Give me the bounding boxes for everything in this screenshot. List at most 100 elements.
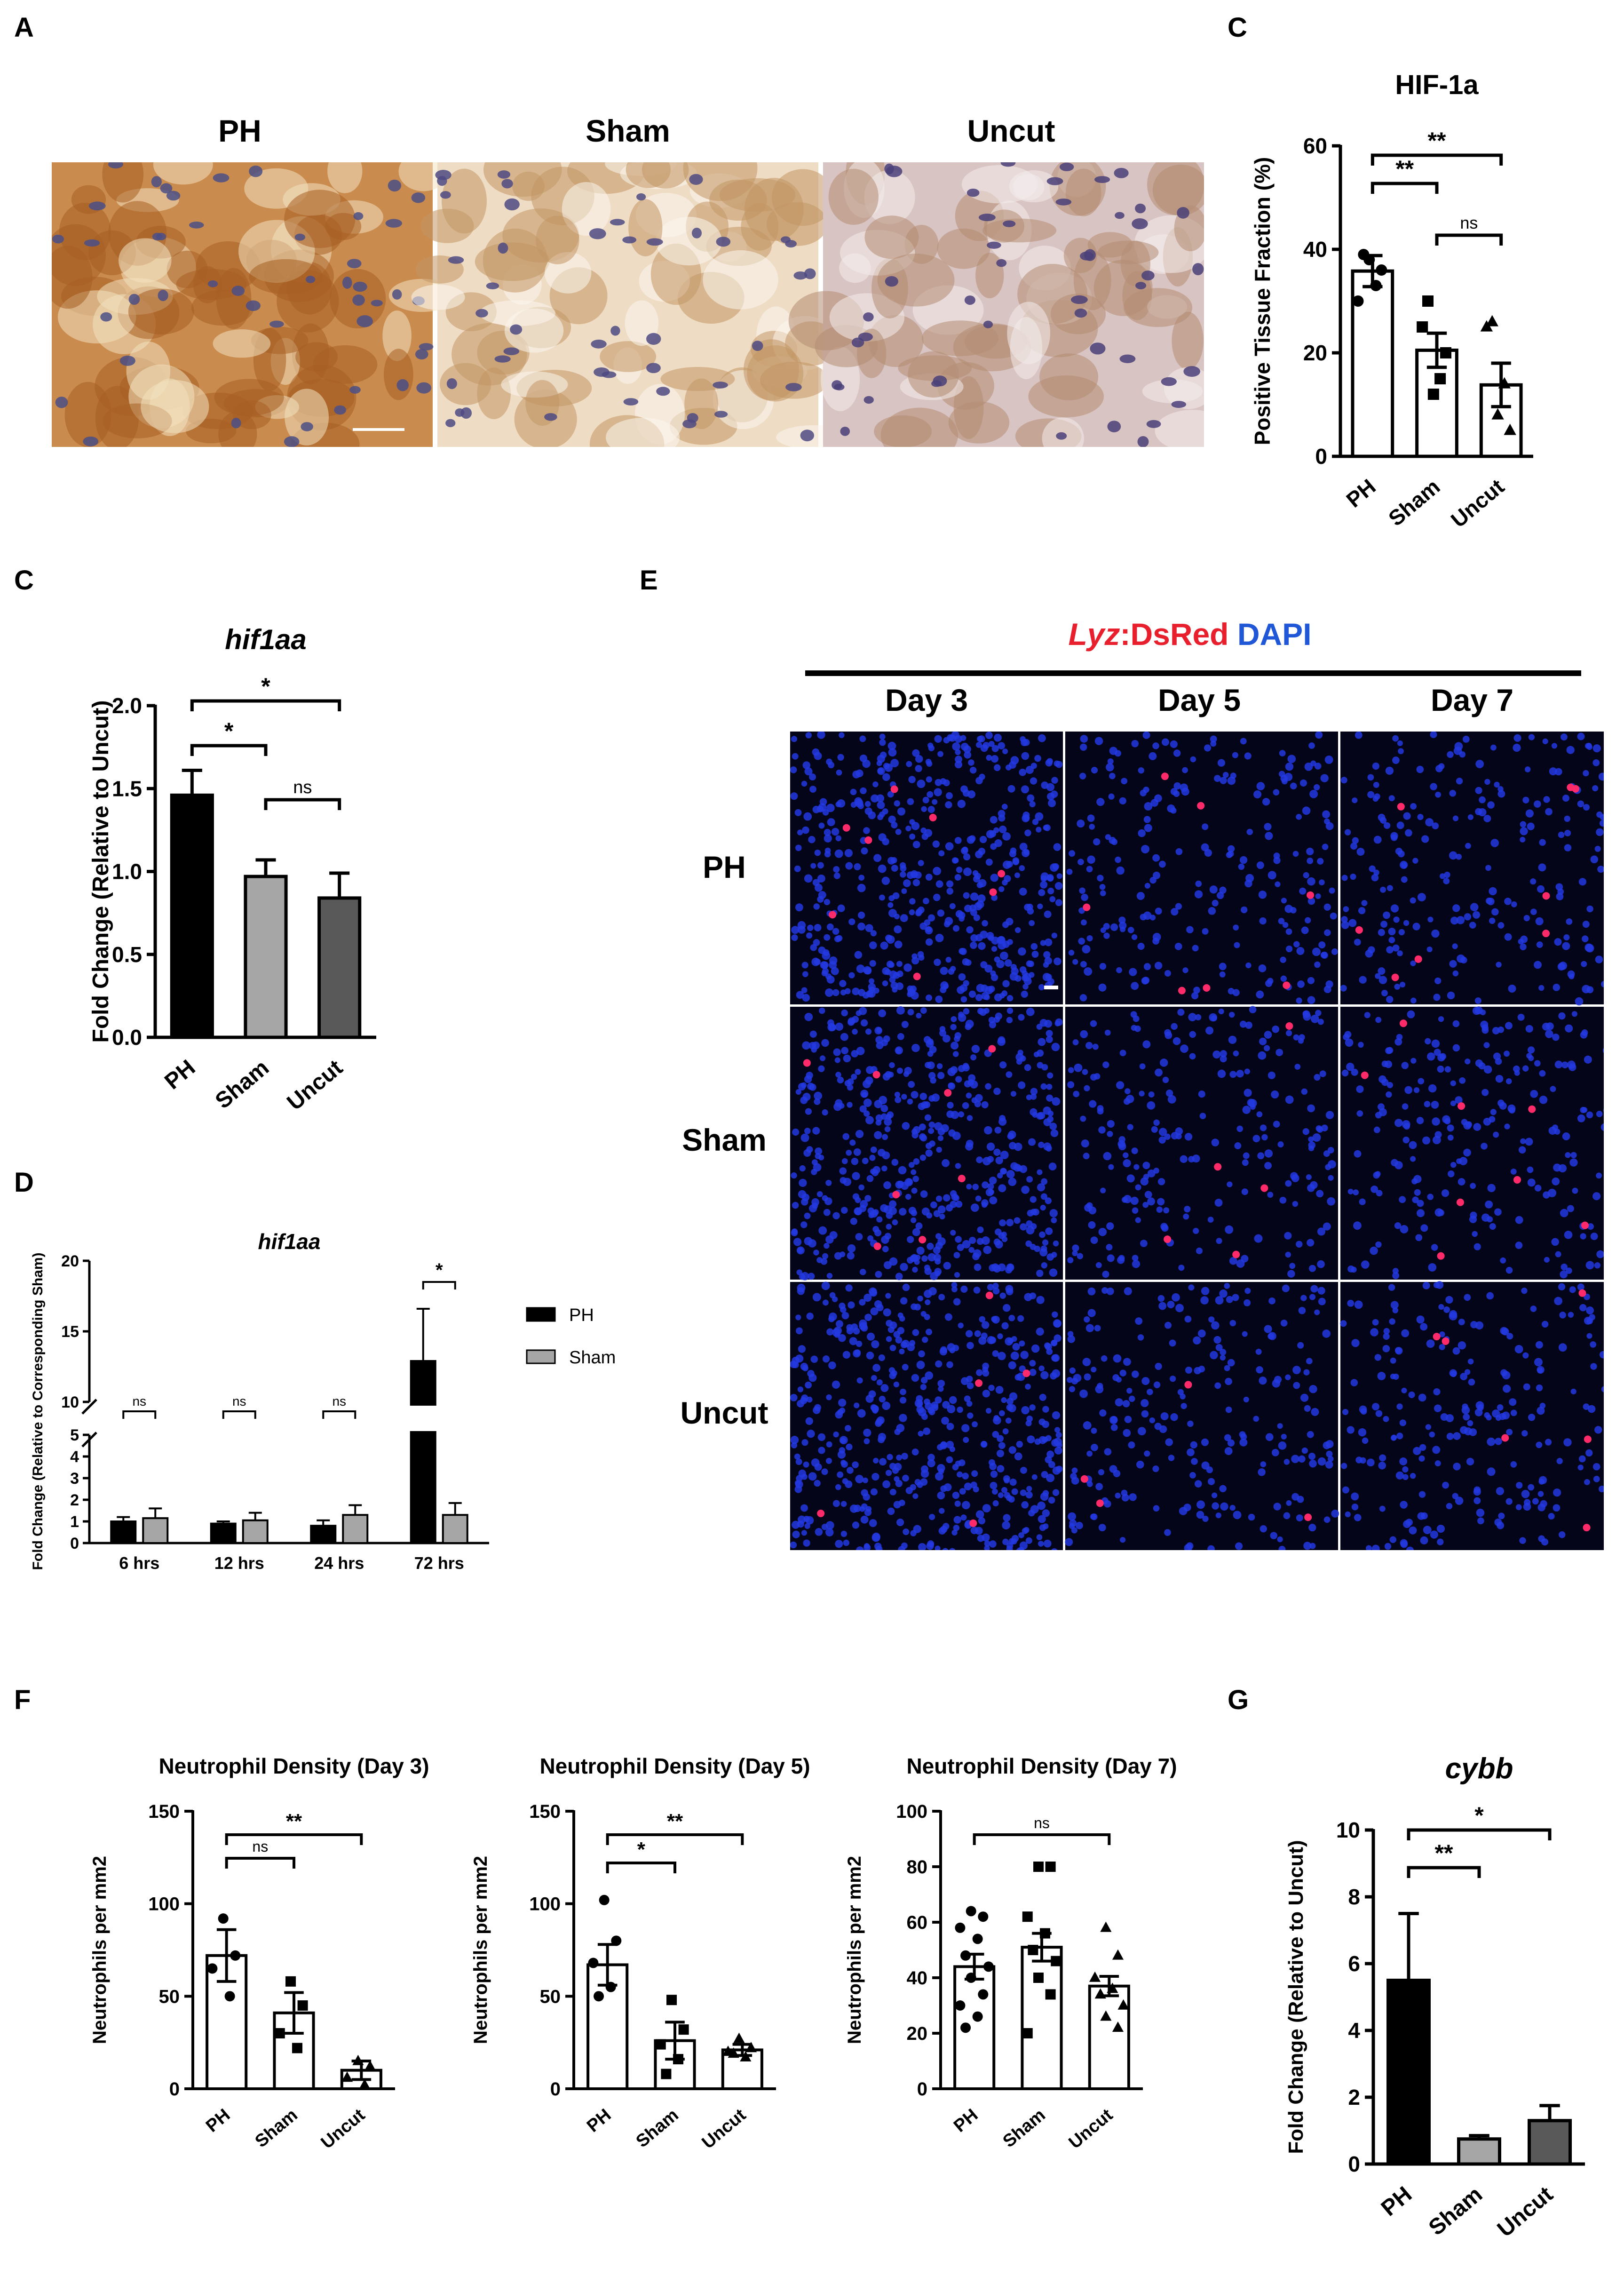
- dapi-nucleus: [995, 1156, 1003, 1164]
- dapi-nucleus: [1006, 1218, 1014, 1226]
- dapi-nucleus: [1468, 1378, 1475, 1386]
- histology-nucleus: [591, 339, 607, 349]
- dapi-nucleus: [1229, 1504, 1236, 1511]
- dapi-nucleus: [1002, 1538, 1009, 1545]
- dapi-nucleus: [1452, 1020, 1460, 1027]
- dapi-nucleus: [1131, 1147, 1138, 1154]
- fluorescence-tile: [1340, 1006, 1604, 1280]
- dapi-nucleus: [853, 1349, 861, 1358]
- dapi-nucleus: [1025, 1240, 1032, 1247]
- histology-cell: [1098, 240, 1159, 264]
- histology-nucleus: [497, 170, 511, 179]
- dapi-nucleus: [1187, 1448, 1195, 1456]
- histology-nucleus: [1094, 176, 1110, 183]
- dapi-nucleus: [1516, 1482, 1523, 1489]
- dapi-nucleus: [1186, 926, 1194, 933]
- dapi-nucleus: [1456, 778, 1463, 785]
- dapi-nucleus: [803, 812, 812, 821]
- x-tick-label: 72 hrs: [414, 1553, 464, 1573]
- dapi-nucleus: [939, 1026, 946, 1032]
- dapi-nucleus: [833, 1431, 839, 1438]
- dapi-nucleus: [1344, 1031, 1352, 1038]
- dapi-nucleus: [1375, 1017, 1382, 1023]
- dapi-nucleus: [952, 1491, 960, 1499]
- data-point: [1491, 408, 1504, 420]
- dapi-nucleus: [1180, 1403, 1187, 1409]
- dapi-nucleus: [1399, 1457, 1408, 1465]
- dapi-nucleus: [805, 1108, 812, 1115]
- dapi-nucleus: [1311, 1408, 1319, 1416]
- dapi-nucleus: [797, 1400, 804, 1408]
- dapi-nucleus: [935, 1195, 943, 1202]
- dsred-neutrophil: [1178, 987, 1186, 995]
- dapi-nucleus: [1141, 1377, 1150, 1385]
- dapi-nucleus: [1397, 950, 1403, 956]
- dapi-nucleus: [991, 946, 998, 952]
- dapi-nucleus: [915, 765, 922, 772]
- dapi-nucleus: [992, 1431, 999, 1438]
- histology-cell: [118, 238, 172, 283]
- dapi-nucleus: [992, 1416, 1001, 1425]
- dapi-nucleus: [806, 1396, 813, 1403]
- dapi-nucleus: [1510, 1169, 1517, 1175]
- dapi-nucleus: [821, 1524, 828, 1530]
- dapi-nucleus: [832, 1500, 840, 1507]
- dapi-nucleus: [808, 1472, 817, 1481]
- dapi-nucleus: [985, 1083, 991, 1090]
- dapi-nucleus: [1486, 1292, 1494, 1300]
- dapi-nucleus: [935, 1472, 943, 1481]
- dapi-nucleus: [897, 807, 906, 816]
- dapi-nucleus: [1008, 1178, 1017, 1186]
- histology-nucleus: [1115, 212, 1125, 219]
- dapi-nucleus: [892, 892, 900, 899]
- dapi-nucleus: [1097, 875, 1104, 882]
- dapi-nucleus: [882, 967, 890, 975]
- histology-nucleus: [498, 242, 508, 254]
- significance-bracket: [122, 1410, 157, 1419]
- dapi-nucleus: [1020, 1351, 1029, 1359]
- dapi-nucleus: [1178, 1265, 1185, 1271]
- histology-cell: [1028, 375, 1104, 418]
- dapi-nucleus: [1192, 945, 1199, 952]
- dapi-nucleus: [1455, 1496, 1464, 1505]
- dapi-nucleus: [801, 1439, 808, 1446]
- dapi-nucleus: [957, 1244, 964, 1251]
- dapi-nucleus: [1386, 946, 1394, 954]
- dapi-nucleus: [1519, 1537, 1526, 1544]
- dapi-nucleus: [970, 941, 977, 949]
- dapi-nucleus: [935, 1545, 941, 1550]
- dapi-nucleus: [1006, 860, 1013, 868]
- dapi-nucleus: [1157, 1295, 1165, 1302]
- dapi-nucleus: [1280, 975, 1287, 982]
- dapi-nucleus: [1296, 1241, 1303, 1248]
- dapi-nucleus: [892, 987, 898, 993]
- significance-label: ns: [1034, 1814, 1050, 1831]
- dapi-nucleus: [911, 1187, 918, 1194]
- dapi-nucleus: [836, 769, 842, 776]
- dapi-nucleus: [1420, 1536, 1428, 1544]
- dapi-nucleus: [842, 1133, 850, 1140]
- dapi-nucleus: [1463, 1148, 1471, 1157]
- histology-nucleus: [1000, 162, 1016, 167]
- dapi-nucleus: [1241, 1188, 1248, 1195]
- dapi-nucleus: [907, 1236, 914, 1243]
- dapi-nucleus: [1212, 899, 1219, 907]
- dapi-nucleus: [1244, 1288, 1251, 1294]
- dapi-nucleus: [1395, 1347, 1402, 1354]
- dapi-nucleus: [1577, 1464, 1584, 1471]
- panel-letter-g: G: [1228, 1685, 1249, 1715]
- dapi-nucleus: [1265, 832, 1273, 840]
- dapi-nucleus: [1229, 1320, 1236, 1327]
- dapi-nucleus: [1384, 1543, 1392, 1550]
- histology-cell: [128, 288, 194, 334]
- dapi-nucleus: [1208, 907, 1216, 915]
- dapi-nucleus: [962, 1501, 970, 1510]
- histology-cell: [327, 162, 363, 193]
- dapi-nucleus: [1448, 1170, 1455, 1178]
- dapi-nucleus: [1317, 1260, 1325, 1268]
- dapi-nucleus: [1370, 1328, 1378, 1337]
- dapi-nucleus: [1010, 964, 1017, 971]
- dapi-nucleus: [1142, 1162, 1150, 1170]
- dapi-nucleus: [1020, 1489, 1027, 1496]
- dapi-nucleus: [1181, 788, 1189, 796]
